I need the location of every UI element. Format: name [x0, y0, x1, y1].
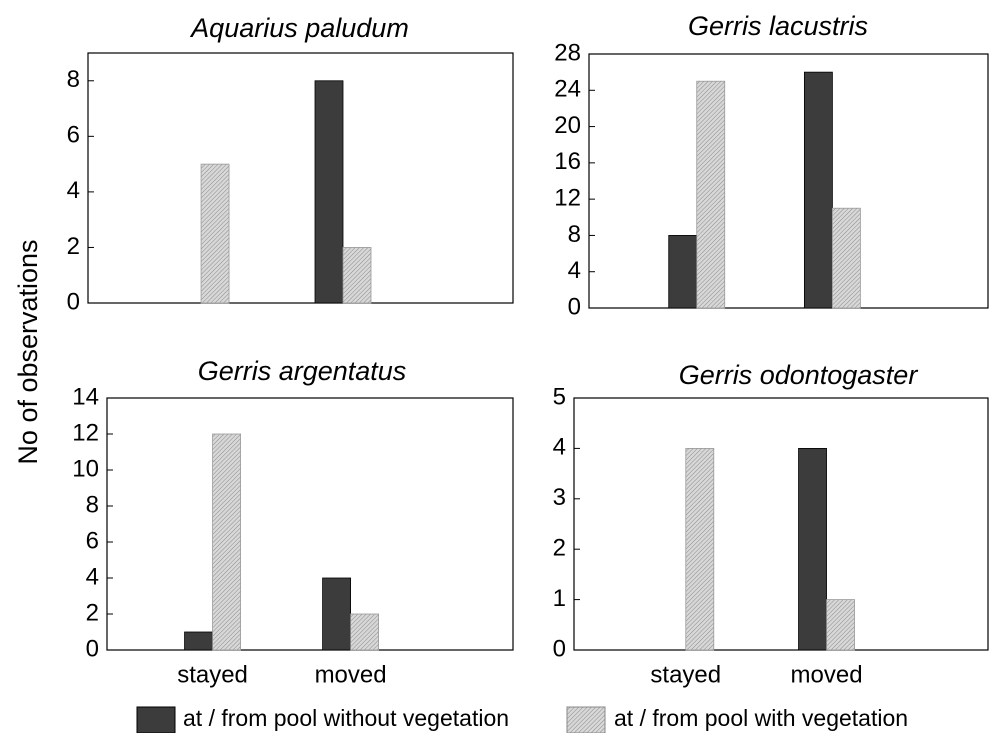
y-tick-label: 24: [554, 76, 581, 103]
bar: [350, 613, 380, 651]
bar: [342, 247, 372, 304]
y-tick-label: 6: [67, 122, 80, 149]
y-tick-label: 2: [67, 233, 80, 260]
bar: [685, 447, 715, 651]
y-tick-label: 12: [72, 419, 99, 446]
y-tick-label: 8: [67, 66, 80, 93]
y-tick-label: 3: [553, 484, 566, 511]
y-tick-label: 4: [86, 563, 99, 590]
y-tick-label: 4: [568, 257, 581, 284]
plot-frame: [588, 53, 989, 309]
y-tick-label: 4: [67, 177, 80, 204]
x-tick-label: stayed: [650, 661, 721, 688]
bar: [184, 631, 213, 651]
y-tick-label: 0: [568, 293, 581, 320]
chart-title: Gerris argentatus: [198, 356, 407, 386]
y-tick-label: 16: [554, 148, 581, 175]
plot-frame: [87, 52, 514, 304]
y-tick-label: 1: [553, 585, 566, 612]
bar: [212, 433, 241, 651]
y-tick-label: 8: [568, 221, 581, 248]
chart-title: Gerris lacustris: [688, 11, 868, 41]
x-tick-label: stayed: [177, 661, 248, 688]
legend-swatch: [136, 706, 176, 733]
y-tick-label: 12: [554, 184, 581, 211]
y-tick-label: 10: [72, 455, 99, 482]
y-tick-label: 8: [86, 491, 99, 518]
y-tick-label: 0: [67, 288, 80, 315]
chart-title: Gerris odontogaster: [679, 360, 919, 390]
plot-frame: [106, 397, 514, 651]
y-tick-label: 28: [554, 39, 581, 66]
legend-label: at / from pool without vegetation: [183, 705, 509, 731]
y-tick-label: 5: [553, 383, 566, 410]
y-tick-label: 0: [553, 635, 566, 662]
bar: [696, 80, 726, 309]
y-tick-label: 4: [553, 434, 566, 461]
y-tick-label: 2: [86, 599, 99, 626]
bar: [314, 80, 344, 304]
x-tick-label: moved: [791, 661, 863, 688]
legend-label: at / from pool with vegetation: [614, 705, 908, 731]
y-tick-label: 6: [86, 527, 99, 554]
legend-swatch: [566, 706, 606, 733]
bar: [668, 235, 698, 309]
y-tick-label: 0: [86, 635, 99, 662]
y-tick-label: 20: [554, 112, 581, 139]
plot-frame: [573, 397, 989, 651]
y-axis-label: No of observations: [13, 239, 43, 464]
bar: [803, 71, 833, 309]
bar: [831, 207, 861, 309]
x-tick-label: moved: [315, 661, 387, 688]
bar: [322, 577, 352, 651]
chart-title: Aquarius paludum: [189, 13, 409, 43]
bar: [200, 163, 230, 304]
bar: [798, 447, 827, 651]
y-tick-label: 14: [72, 383, 99, 410]
bar: [826, 599, 855, 651]
y-tick-label: 2: [553, 535, 566, 562]
